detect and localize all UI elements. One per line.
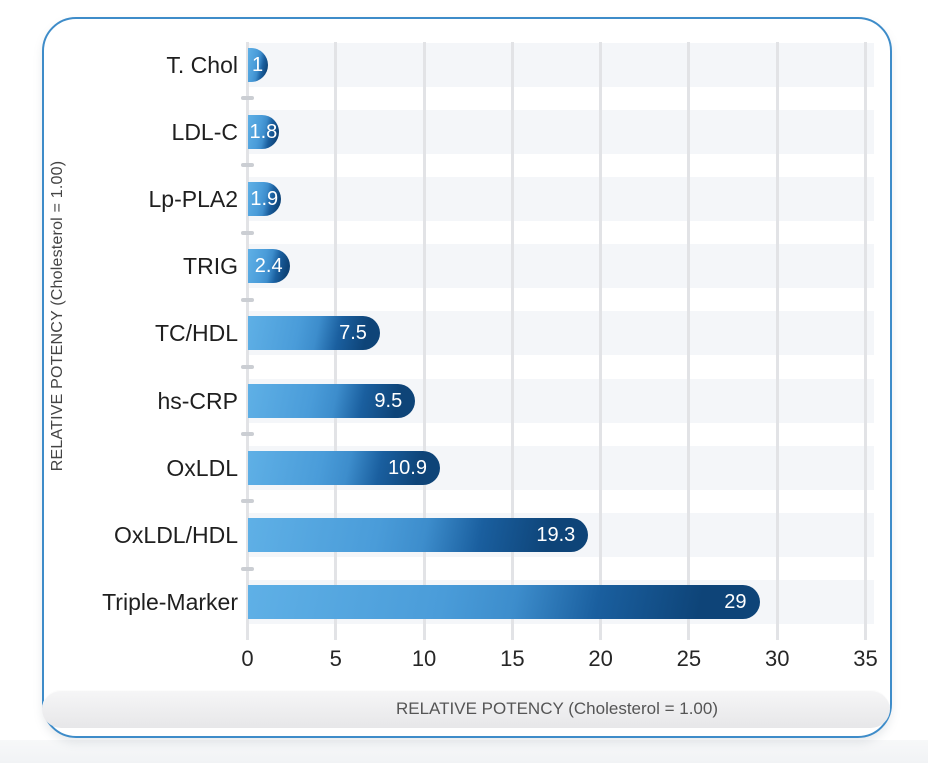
row-band bbox=[247, 244, 874, 289]
category-label: OxLDL/HDL bbox=[114, 522, 238, 549]
row-separator-tick bbox=[241, 432, 254, 437]
bar-value-label: 29 bbox=[724, 591, 747, 614]
category-label: Lp-PLA2 bbox=[148, 185, 238, 212]
grid-line bbox=[510, 42, 514, 640]
x-axis-caption: RELATIVE POTENCY (Cholesterol = 1.00) bbox=[395, 699, 719, 718]
x-tick-label: 5 bbox=[329, 646, 342, 671]
bar: 1.9 bbox=[247, 181, 282, 216]
grid-line bbox=[863, 42, 867, 640]
category-label: TC/HDL bbox=[154, 320, 238, 347]
bar: 29 bbox=[247, 585, 760, 620]
x-tick-label: 30 bbox=[764, 646, 790, 671]
bar-value-label: 10.9 bbox=[388, 456, 427, 479]
row-band bbox=[247, 109, 874, 154]
x-tick-label: 35 bbox=[853, 646, 878, 671]
x-tick-label: 20 bbox=[588, 646, 613, 671]
grid-line bbox=[687, 42, 691, 640]
category-label: T. Chol bbox=[166, 51, 238, 78]
row-band bbox=[247, 176, 874, 221]
x-tick-label: 0 bbox=[241, 646, 254, 671]
category-label: hs-CRP bbox=[157, 387, 238, 414]
bar: 10.9 bbox=[247, 450, 440, 485]
x-tick-label: 25 bbox=[676, 646, 702, 671]
bar: 9.5 bbox=[247, 383, 416, 418]
bar-value-label: 19.3 bbox=[536, 524, 576, 547]
bar: 1 bbox=[247, 47, 268, 82]
grid-line bbox=[599, 42, 603, 640]
row-separator-tick bbox=[241, 230, 254, 235]
x-axis-caption-pill: RELATIVE POTENCY (Cholesterol = 1.00) bbox=[42, 690, 890, 728]
row-separator-tick bbox=[241, 96, 254, 101]
row-separator-tick bbox=[241, 163, 254, 168]
bar-value-label: 1.9 bbox=[250, 187, 279, 210]
bar-value-label: 2.4 bbox=[254, 255, 283, 278]
bar-value-label: 1 bbox=[251, 53, 264, 76]
grid-line bbox=[775, 42, 779, 640]
row-band bbox=[247, 42, 874, 87]
row-separator-tick bbox=[241, 499, 254, 504]
bar: 1.8 bbox=[247, 114, 280, 149]
category-label: Triple-Marker bbox=[102, 589, 238, 616]
bar: 19.3 bbox=[247, 518, 589, 553]
bar-value-label: 9.5 bbox=[374, 389, 403, 412]
bar-value-label: 1.8 bbox=[249, 120, 278, 143]
bar: 2.4 bbox=[247, 249, 290, 284]
row-separator-tick bbox=[241, 297, 254, 302]
x-tick-label: 15 bbox=[500, 646, 525, 671]
category-label: LDL-C bbox=[171, 118, 238, 145]
category-label: TRIG bbox=[183, 253, 238, 280]
grid-line bbox=[422, 42, 426, 640]
x-tick-label: 10 bbox=[411, 646, 437, 671]
row-separator-tick bbox=[241, 365, 254, 370]
bar: 7.5 bbox=[247, 316, 380, 351]
row-separator-tick bbox=[241, 566, 254, 571]
bar-value-label: 7.5 bbox=[339, 322, 367, 345]
page-bottom-strip bbox=[0, 740, 928, 763]
category-label: OxLDL bbox=[166, 454, 238, 481]
